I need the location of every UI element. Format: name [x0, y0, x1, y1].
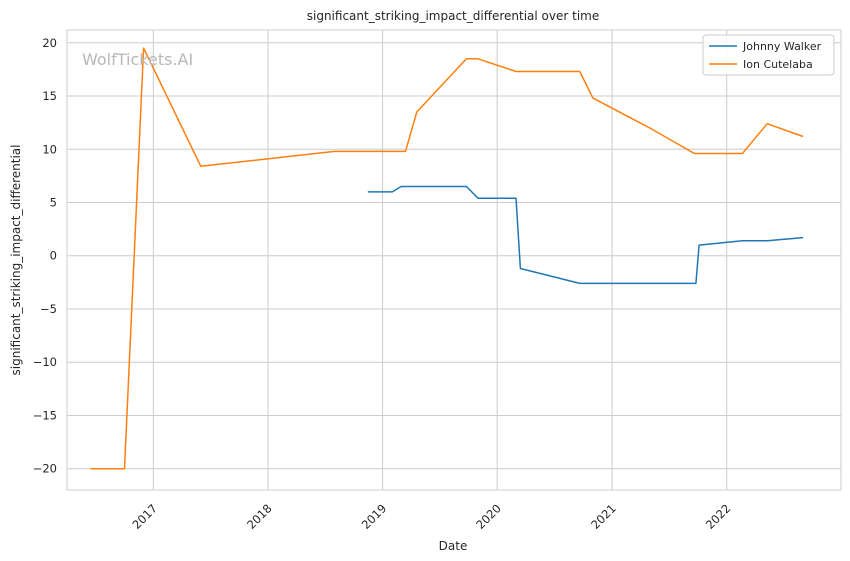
grid-lines	[67, 30, 841, 490]
legend-box	[702, 34, 835, 76]
plot-frame	[66, 29, 842, 491]
y-axis-label: significant_striking_impact_differential	[9, 145, 23, 376]
y-tick-label: 5	[50, 196, 57, 210]
watermark: WolfTickets.AI	[82, 50, 193, 69]
x-tick-label: 2022	[703, 501, 734, 532]
y-tick-label: 10	[42, 142, 57, 156]
x-tick-labels: 2017 2018 2019 2020 2021 2022	[129, 501, 733, 532]
x-tick-label: 2018	[244, 501, 275, 532]
series-lines	[90, 47, 804, 470]
x-axis-label: Date	[439, 539, 468, 553]
x-tick-label: 2021	[588, 501, 619, 532]
y-tick-label: 15	[42, 89, 57, 103]
x-tick-label: 2020	[473, 501, 504, 532]
y-tick-label: −5	[40, 302, 57, 316]
x-tick-label: 2019	[359, 501, 390, 532]
chart-title: significant_striking_impact_differential…	[307, 9, 599, 23]
y-tick-label: 0	[50, 249, 57, 263]
legend: Johnny Walker Ion Cutelaba	[702, 34, 835, 76]
y-tick-label: −20	[33, 462, 57, 476]
legend-label: Ion Cutelaba	[743, 58, 813, 71]
plot-area	[67, 30, 841, 490]
series-line-johnny-walker	[367, 185, 804, 285]
x-tick-label: 2017	[129, 501, 160, 532]
y-tick-label: 20	[42, 36, 57, 50]
y-tick-label: −10	[33, 355, 57, 369]
y-tick-label: −15	[33, 408, 57, 422]
series-line-ion-cutelaba	[90, 47, 804, 470]
legend-label: Johnny Walker	[742, 40, 822, 53]
y-tick-labels: −20 −15 −10 −5 0 5 10 15 20	[33, 36, 57, 476]
